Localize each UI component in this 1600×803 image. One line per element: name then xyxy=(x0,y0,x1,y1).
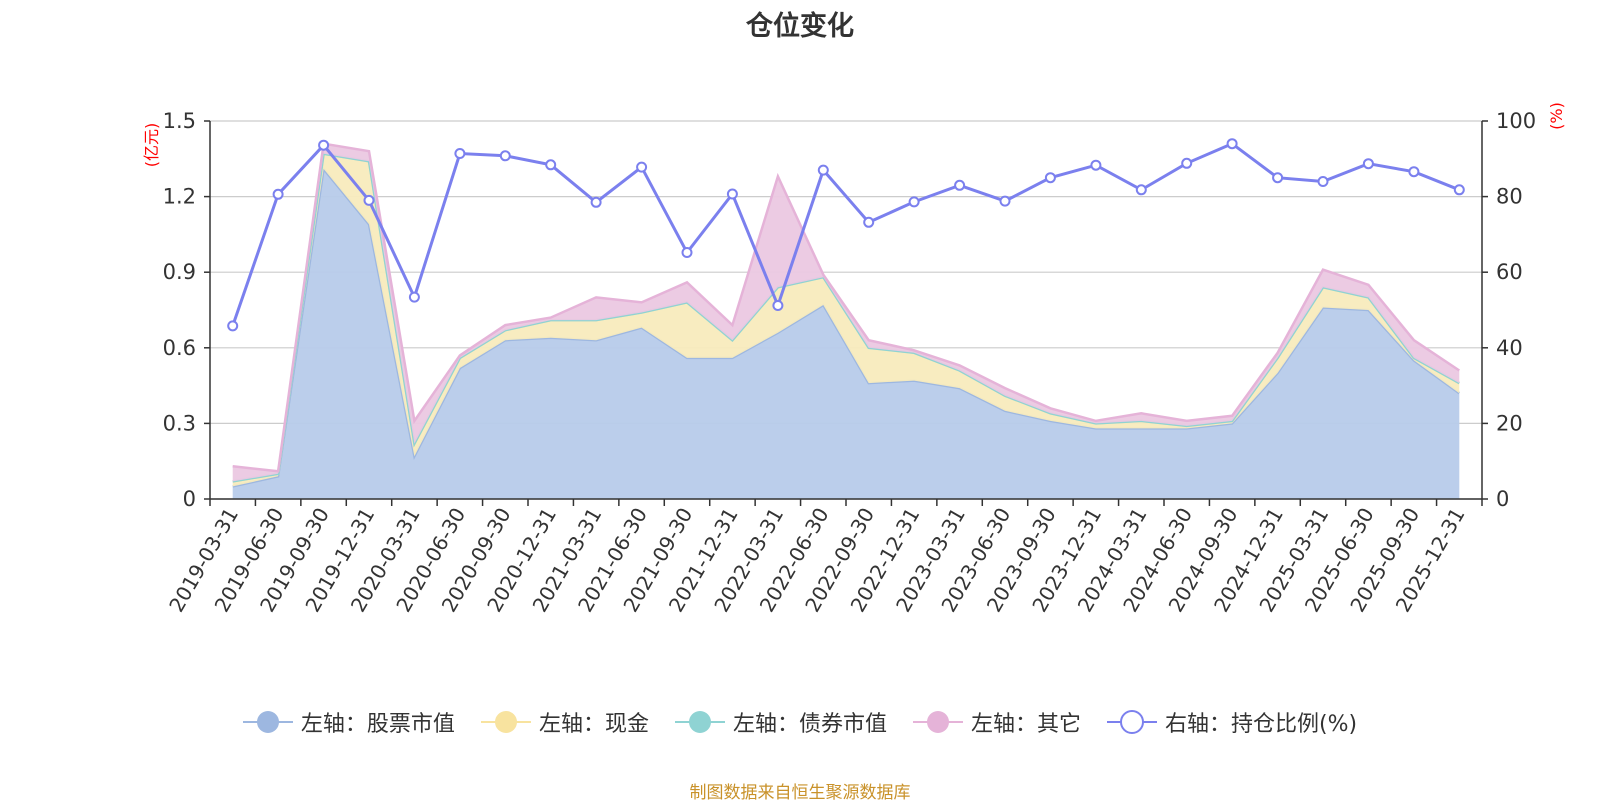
legend-item[interactable]: 右轴：持仓比例(%) xyxy=(1106,706,1358,738)
area-series-edge xyxy=(232,142,1460,473)
legend-label: 左轴：债券市值 xyxy=(732,712,887,737)
legend-label: 右轴：持仓比例(%) xyxy=(1164,712,1358,737)
ratio-point xyxy=(681,247,693,258)
left-tick-label: 0.3 xyxy=(163,411,196,435)
ratio-point xyxy=(1226,138,1238,150)
ratio-point xyxy=(1408,166,1420,178)
legend-item[interactable]: 左轴：现金 xyxy=(480,706,649,738)
legend-label: 左轴：其它 xyxy=(970,712,1081,737)
ratio-point xyxy=(227,320,239,332)
right-tick-label: 0 xyxy=(1496,487,1509,511)
ratio-point xyxy=(272,188,284,200)
legend-area-swatch-icon xyxy=(242,711,293,733)
ratio-point xyxy=(726,188,738,200)
legend-area-swatch-icon xyxy=(480,711,531,733)
left-axis-unit: (亿元) xyxy=(142,123,161,168)
legend-label: 左轴：股票市值 xyxy=(300,712,455,737)
ratio-point xyxy=(863,216,875,228)
ratio-point xyxy=(318,139,330,151)
area-series xyxy=(232,168,1460,499)
right-tick-label: 80 xyxy=(1496,185,1523,209)
legend-area-swatch-icon xyxy=(674,711,725,733)
ratio-point xyxy=(1272,172,1284,184)
legend-item[interactable]: 左轴：股票市值 xyxy=(242,706,455,738)
legend-line-swatch-icon xyxy=(1106,710,1157,734)
legend-item[interactable]: 左轴：其它 xyxy=(912,706,1081,738)
left-tick-label: 1.5 xyxy=(163,109,196,133)
right-axis-unit: (%) xyxy=(1547,102,1566,130)
ratio-point xyxy=(772,300,784,311)
ratio-line xyxy=(227,138,1465,332)
ratio-point xyxy=(454,148,466,159)
ratio-point xyxy=(1090,159,1102,171)
ratio-point xyxy=(999,195,1011,207)
ratio-point xyxy=(545,159,557,171)
chart-title: 仓位变化 xyxy=(746,11,854,42)
legend: 左轴：股票市值 左轴：现金 左轴：债券市值 左轴：其它 右轴：持仓比例(%) xyxy=(0,706,1600,738)
ratio-point xyxy=(1362,158,1374,170)
right-tick-label: 20 xyxy=(1496,411,1523,435)
left-tick-label: 0.6 xyxy=(163,336,196,360)
legend-area-swatch-icon xyxy=(912,711,963,733)
ratio-point xyxy=(499,150,511,162)
ratio-line-path xyxy=(231,141,1460,327)
ratio-point xyxy=(1135,184,1147,196)
legend-item[interactable]: 左轴：债券市值 xyxy=(674,706,887,738)
right-tick-label: 100 xyxy=(1496,109,1536,133)
ratio-point xyxy=(408,291,420,303)
ratio-point xyxy=(954,179,966,191)
ratio-point xyxy=(1453,184,1465,196)
ratio-point xyxy=(1181,157,1193,169)
left-tick-label: 0 xyxy=(183,487,196,511)
left-tick-label: 1.2 xyxy=(163,185,196,209)
area-series xyxy=(232,153,1460,487)
ratio-point xyxy=(1317,176,1329,187)
ratio-point xyxy=(1044,172,1056,184)
source-note: 制图数据来自恒生聚源数据库 xyxy=(689,783,911,803)
ratio-point xyxy=(817,164,829,176)
ratio-point xyxy=(590,196,602,208)
ratio-point xyxy=(908,196,920,208)
left-tick-label: 0.9 xyxy=(163,260,196,284)
right-tick-label: 40 xyxy=(1496,336,1523,360)
right-tick-label: 60 xyxy=(1496,260,1523,284)
ratio-point xyxy=(363,194,375,206)
stacked-areas xyxy=(232,142,1461,499)
ratio-point xyxy=(636,161,648,173)
legend-label: 左轴：现金 xyxy=(538,712,649,737)
